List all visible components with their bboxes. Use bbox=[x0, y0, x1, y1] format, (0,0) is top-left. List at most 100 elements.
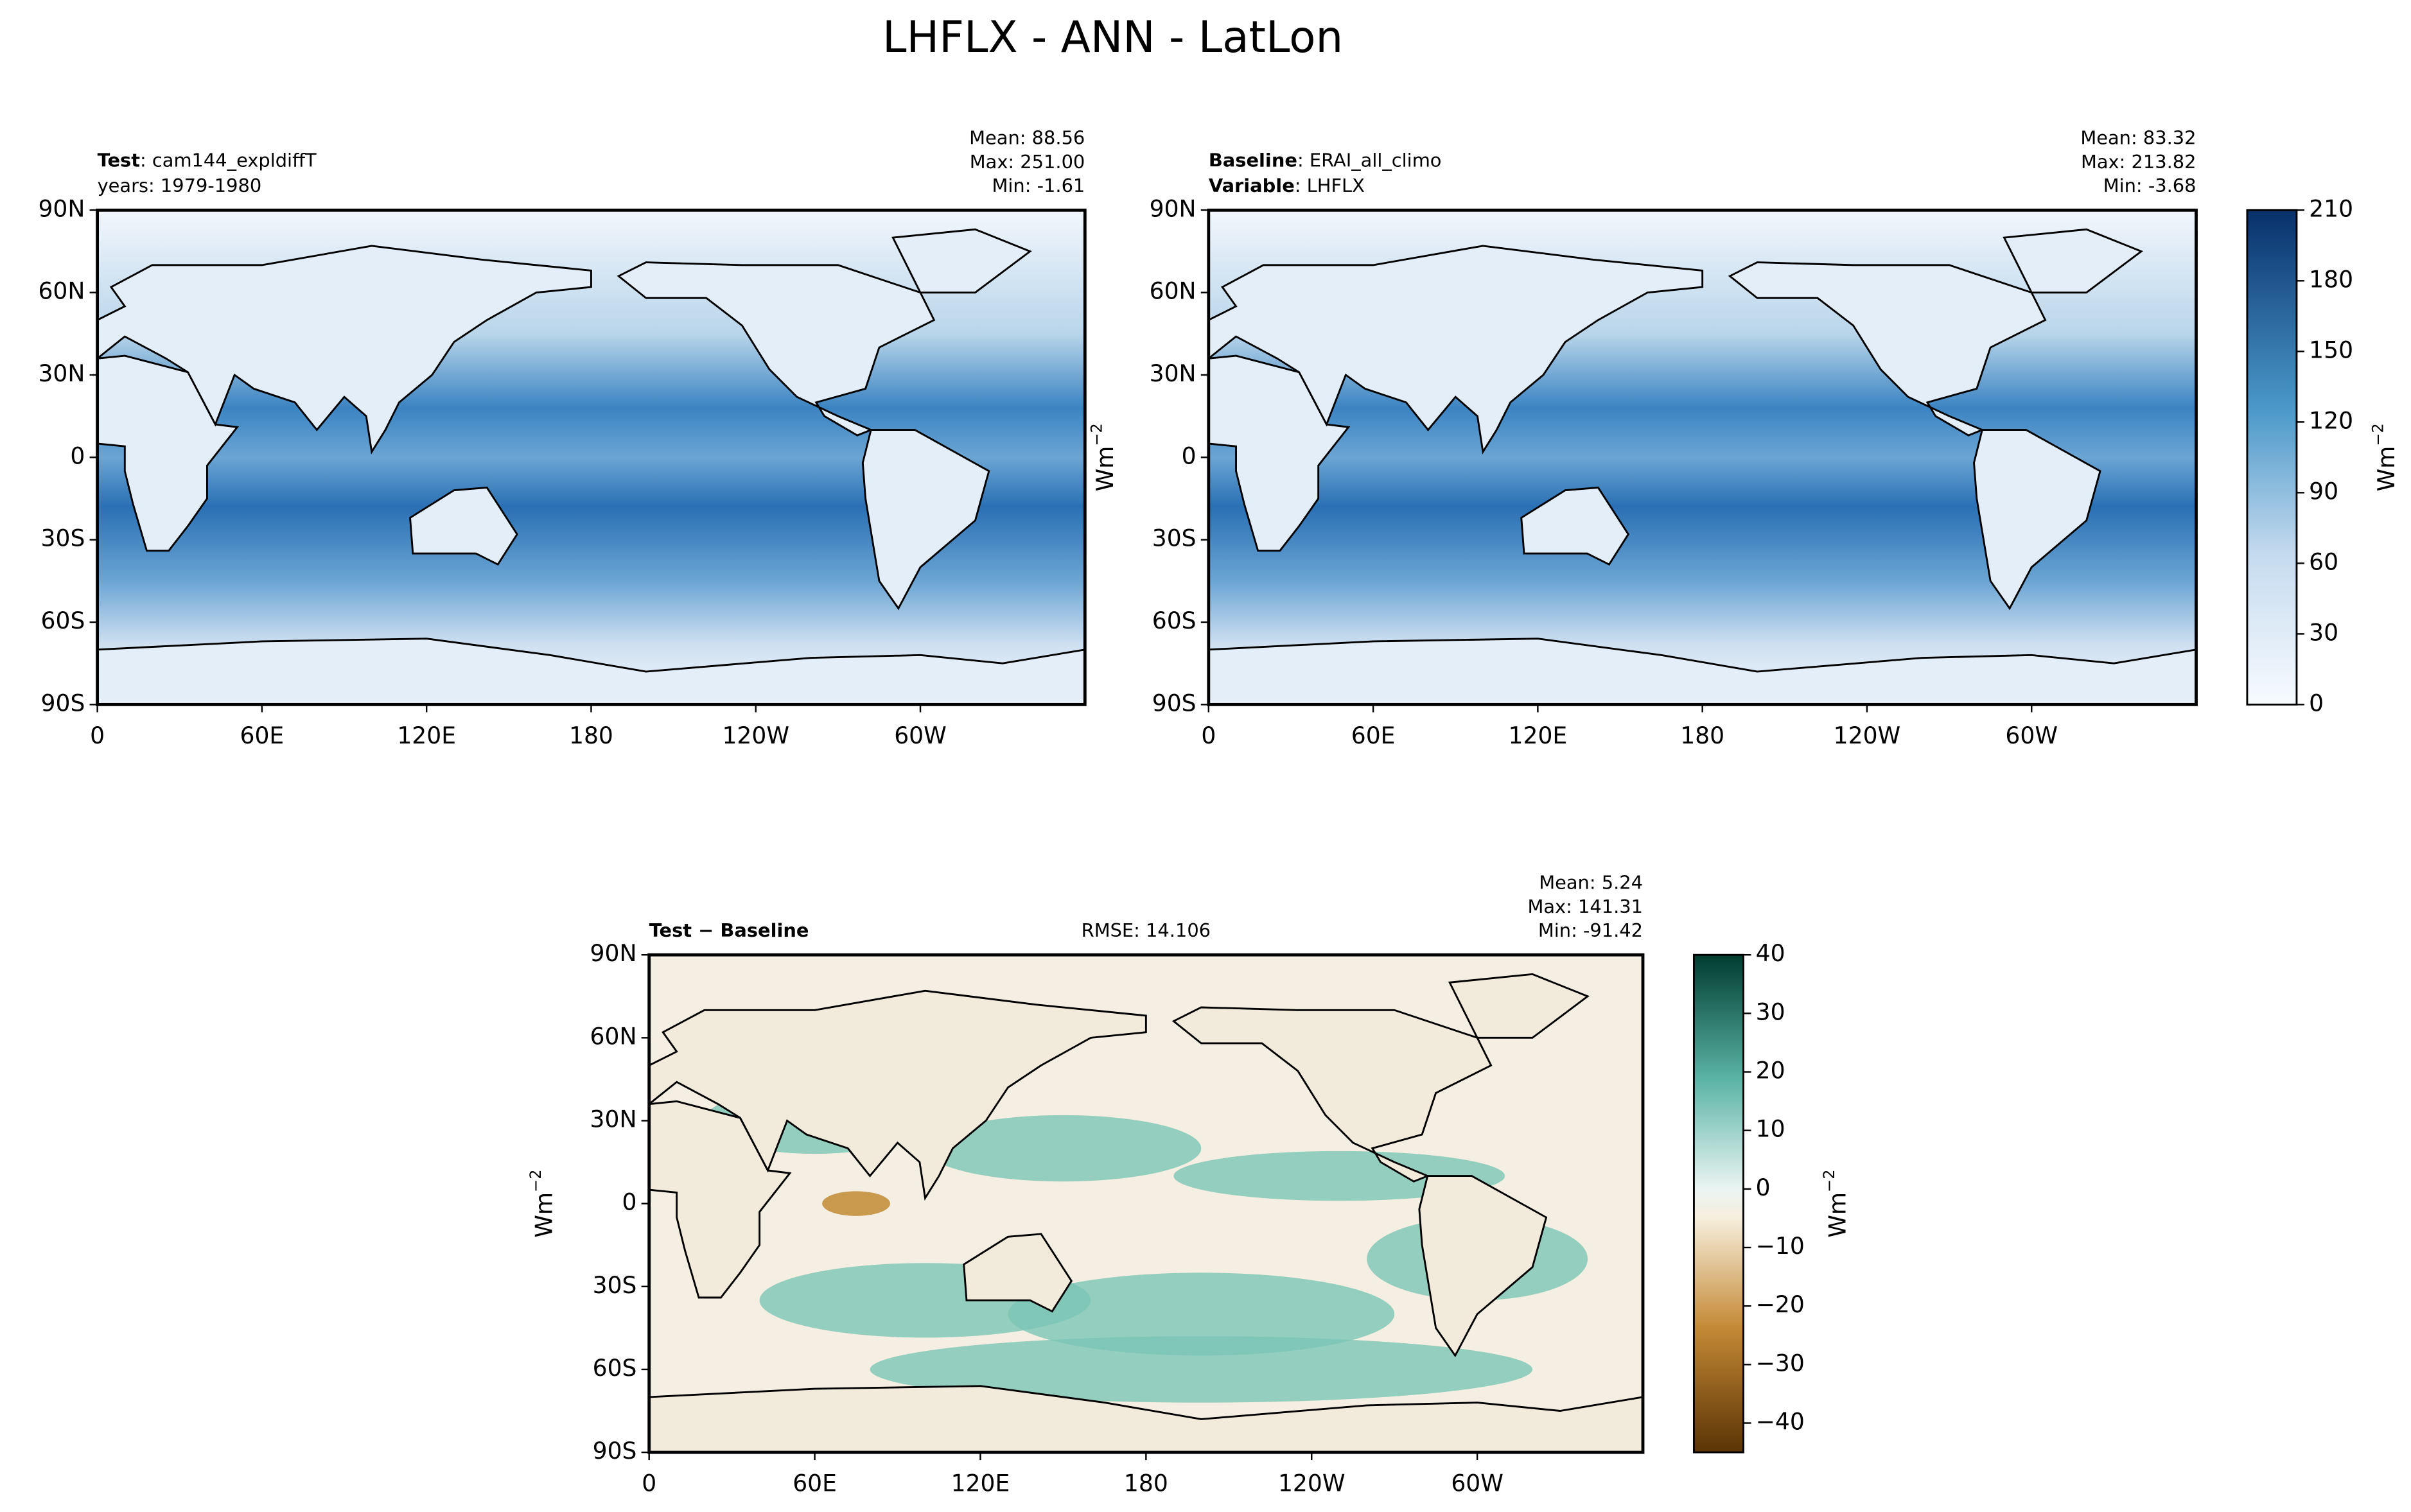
colorbar-tick-label: 120 bbox=[2309, 407, 2353, 434]
x-tick-label: 0 bbox=[642, 1470, 656, 1497]
land bbox=[648, 1100, 792, 1299]
land bbox=[1207, 245, 1704, 455]
land bbox=[1520, 486, 1630, 566]
land bbox=[1973, 429, 2101, 611]
panel-label: Test − Baseline bbox=[649, 919, 809, 941]
stat-text: Min: -3.68 bbox=[2103, 175, 2196, 196]
x-tick-label: 180 bbox=[1124, 1470, 1168, 1497]
land bbox=[1207, 354, 1351, 552]
stat-text: Max: 141.31 bbox=[1527, 896, 1643, 917]
map-shade bbox=[925, 1115, 1202, 1182]
y-tick-label: 0 bbox=[622, 1189, 636, 1216]
x-tick-label: 60E bbox=[1351, 722, 1396, 749]
land bbox=[963, 1233, 1073, 1313]
colorbar-tick-label: 150 bbox=[2309, 336, 2353, 363]
panel-label: Test: cam144_expldiffT bbox=[98, 150, 317, 171]
unit-exponent: −2 bbox=[1088, 423, 1106, 446]
map-shade bbox=[870, 1336, 1533, 1403]
stat-text: Mean: 88.56 bbox=[969, 127, 1085, 149]
colorbar-tick-label: 60 bbox=[2309, 548, 2338, 575]
y-tick-label: 30N bbox=[590, 1106, 637, 1133]
x-tick-label: 60E bbox=[793, 1470, 837, 1497]
y-tick-label: 0 bbox=[1182, 442, 1197, 469]
map-shade bbox=[1173, 1151, 1505, 1201]
x-tick-label: 120E bbox=[1509, 722, 1568, 749]
y-tick-label: 60N bbox=[1150, 278, 1197, 305]
colorbar-tick-label: 40 bbox=[1756, 940, 1785, 967]
panel-label-key: Variable bbox=[1209, 175, 1295, 196]
panel-label-key: Test bbox=[98, 150, 141, 171]
land bbox=[409, 486, 518, 566]
y-tick-label: 30S bbox=[1152, 525, 1197, 552]
x-tick-label: 180 bbox=[569, 722, 613, 749]
panel-label: years: 1979-1980 bbox=[98, 175, 262, 196]
land bbox=[1171, 1006, 1493, 1183]
colorbar-tick-label: 20 bbox=[1756, 1057, 1785, 1084]
unit-base: Wm bbox=[1825, 1192, 1852, 1238]
unit-base: Wm bbox=[2373, 446, 2400, 492]
panel-label: Baseline: ERAI_all_climo bbox=[1209, 150, 1442, 171]
unit-base: Wm bbox=[1092, 446, 1119, 492]
y-tick-label: 90S bbox=[593, 1438, 637, 1464]
stat-text: Mean: 5.24 bbox=[1539, 872, 1643, 894]
x-tick-label: 60E bbox=[240, 722, 285, 749]
stat-text: Mean: 83.32 bbox=[2080, 127, 2196, 149]
colorbar-tick-label: −40 bbox=[1756, 1408, 1805, 1435]
figure-title: LHFLX - ANN - LatLon bbox=[882, 12, 1343, 62]
unit-exponent: −2 bbox=[527, 1169, 545, 1192]
colorbar-tick-label: 90 bbox=[2309, 478, 2338, 505]
land bbox=[891, 228, 1032, 294]
stat-text: Max: 213.82 bbox=[2081, 151, 2196, 173]
panel-label-text: : cam144_expldiffT bbox=[140, 150, 317, 171]
land bbox=[1448, 973, 1590, 1039]
y-tick-label: 30N bbox=[38, 360, 85, 387]
y-tick-label: 60S bbox=[593, 1355, 637, 1382]
rmse-text: RMSE: 14.106 bbox=[1082, 919, 1211, 941]
y-tick-label: 30S bbox=[41, 525, 85, 552]
colorbar-tick-label: 210 bbox=[2309, 195, 2353, 222]
map-shade bbox=[1008, 1273, 1395, 1356]
land bbox=[2003, 228, 2143, 294]
x-tick-label: 60W bbox=[1451, 1470, 1504, 1497]
unit-label: Wm−2 bbox=[527, 1169, 557, 1237]
colorbar-tick-label: 0 bbox=[2309, 690, 2324, 717]
y-tick-label: 90S bbox=[41, 690, 85, 717]
x-tick-label: 120W bbox=[1278, 1470, 1346, 1497]
map-shade bbox=[822, 1191, 890, 1216]
y-tick-label: 60N bbox=[38, 278, 85, 305]
x-tick-label: 120W bbox=[1834, 722, 1901, 749]
x-tick-label: 0 bbox=[90, 722, 105, 749]
colorbar bbox=[2246, 209, 2298, 706]
unit-exponent: −2 bbox=[2369, 423, 2387, 446]
y-tick-label: 60S bbox=[41, 607, 85, 634]
land bbox=[96, 354, 240, 552]
colorbar-tick-label: 30 bbox=[2309, 619, 2338, 646]
y-tick-label: 60S bbox=[1152, 607, 1197, 634]
panel-label-key: Baseline bbox=[1209, 150, 1297, 171]
stat-text: Min: -1.61 bbox=[992, 175, 1085, 196]
y-tick-label: 0 bbox=[70, 442, 85, 469]
x-tick-label: 0 bbox=[1201, 722, 1216, 749]
panel-label-text: years: 1979-1980 bbox=[98, 175, 262, 196]
colorbar-tick-label: −30 bbox=[1756, 1350, 1805, 1377]
panel-label-text: : LHFLX bbox=[1295, 175, 1365, 196]
x-tick-label: 180 bbox=[1680, 722, 1724, 749]
y-tick-label: 90S bbox=[1152, 690, 1197, 717]
colorbar bbox=[1692, 953, 1744, 1454]
land bbox=[648, 989, 1147, 1201]
unit-exponent: −2 bbox=[1820, 1169, 1838, 1192]
y-tick-label: 30S bbox=[593, 1272, 637, 1299]
land bbox=[861, 429, 990, 611]
x-tick-label: 60W bbox=[894, 722, 947, 749]
y-tick-label: 60N bbox=[590, 1023, 637, 1050]
colorbar-tick-label: −20 bbox=[1756, 1291, 1805, 1318]
colorbar-tick-label: −10 bbox=[1756, 1233, 1805, 1260]
y-tick-label: 90N bbox=[1150, 195, 1197, 222]
unit-label: Wm−2 bbox=[1820, 1169, 1851, 1237]
unit-label: Wm−2 bbox=[2369, 423, 2399, 491]
panel-label-text: : ERAI_all_climo bbox=[1297, 150, 1442, 171]
land bbox=[96, 245, 592, 455]
land bbox=[1728, 261, 2047, 437]
panel-label-key: Test − Baseline bbox=[649, 919, 809, 941]
